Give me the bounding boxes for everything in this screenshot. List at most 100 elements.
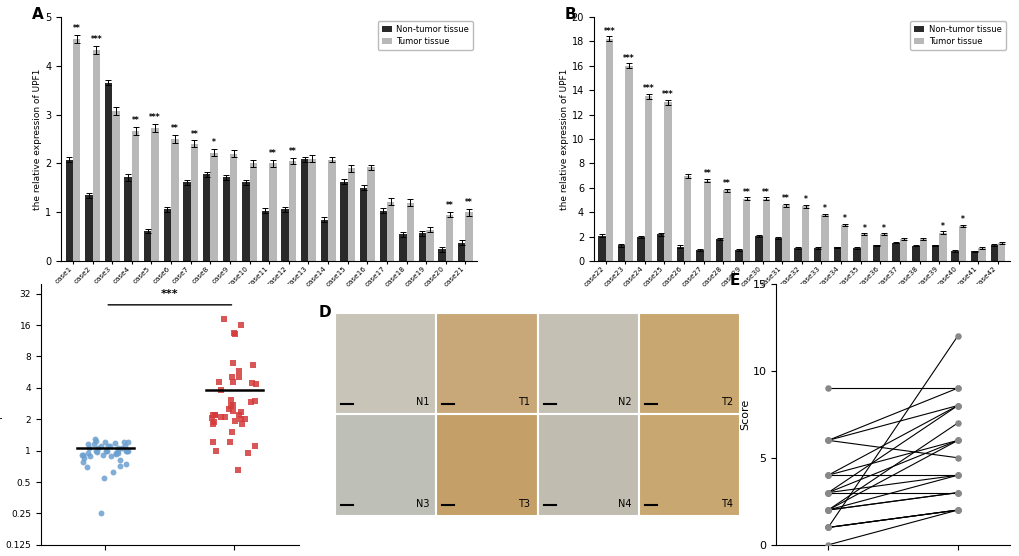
Point (232, 408, 249, 416)
Point (819, 523, 836, 532)
Point (227, 416, 244, 425)
Point (93, 441, 109, 450)
Point (105, 468, 121, 477)
Bar (250, 163, 257, 261)
Point (240, 449, 257, 458)
Bar (872, 245, 879, 261)
Text: *: * (960, 215, 964, 224)
Point (243, 398, 259, 407)
Point (819, 505, 836, 514)
Bar (852, 248, 860, 261)
Point (819, 471, 836, 480)
Text: ***: *** (149, 113, 161, 122)
Bar (262, 211, 269, 261)
Text: ***: *** (642, 85, 653, 93)
Point (247, 396, 263, 405)
Bar (328, 160, 335, 261)
Bar (742, 199, 750, 261)
Text: N3: N3 (415, 499, 429, 509)
Point (949, 471, 965, 480)
Point (95, 451, 111, 460)
Point (222, 437, 238, 446)
Point (819, 436, 836, 445)
Text: T1: T1 (518, 397, 530, 407)
Bar (334, 313, 436, 414)
Bar (334, 414, 436, 515)
Point (112, 461, 128, 470)
Point (949, 488, 965, 497)
Point (204, 420, 220, 429)
Bar (438, 249, 445, 261)
Bar (386, 202, 394, 261)
Bar (735, 250, 742, 261)
Point (949, 471, 965, 480)
Point (949, 488, 965, 497)
Point (819, 436, 836, 445)
Bar (820, 215, 828, 261)
Bar (715, 239, 722, 261)
Bar (144, 231, 152, 261)
Point (99, 446, 115, 455)
Point (949, 453, 965, 462)
Point (74, 451, 91, 460)
Text: ***: *** (161, 289, 178, 299)
Bar (703, 181, 710, 261)
Point (248, 380, 264, 389)
Bar (656, 235, 663, 261)
Bar (183, 182, 191, 261)
Bar (379, 211, 386, 261)
Bar (85, 195, 93, 261)
Point (220, 405, 236, 414)
Point (949, 505, 965, 514)
Point (819, 523, 836, 532)
Text: **: ** (288, 147, 297, 156)
Bar (618, 245, 625, 261)
Bar (930, 245, 938, 261)
Bar (203, 174, 210, 261)
Bar (597, 236, 605, 261)
Text: **: ** (131, 116, 140, 125)
Bar (899, 239, 907, 261)
Point (208, 446, 224, 455)
Point (109, 445, 125, 454)
Point (89, 436, 105, 445)
Point (103, 452, 119, 461)
Point (819, 505, 836, 514)
Point (224, 358, 240, 367)
Y-axis label: Score: Score (739, 399, 749, 430)
Bar (605, 39, 612, 261)
Bar (722, 190, 730, 261)
Bar (222, 177, 229, 261)
Bar (997, 243, 1005, 261)
Bar (152, 128, 159, 261)
Bar (911, 246, 918, 261)
Bar (801, 206, 808, 261)
Text: **: ** (445, 201, 453, 210)
Point (206, 417, 222, 426)
Point (819, 505, 836, 514)
Bar (93, 50, 100, 261)
Point (89, 448, 105, 456)
Point (98, 446, 114, 455)
Bar (340, 182, 347, 261)
Point (226, 330, 243, 339)
Point (108, 449, 124, 458)
Bar (754, 236, 762, 261)
Point (223, 428, 239, 437)
Point (224, 401, 240, 410)
Point (82, 444, 98, 453)
Point (81, 449, 97, 458)
Bar (308, 158, 316, 261)
Bar (696, 250, 703, 261)
Text: *: * (803, 195, 807, 204)
Text: B: B (565, 7, 576, 22)
Bar (436, 414, 537, 515)
Text: N1: N1 (415, 397, 429, 407)
Point (120, 446, 137, 455)
Point (116, 438, 132, 447)
Text: D: D (318, 305, 331, 320)
Bar (163, 210, 171, 261)
Point (949, 505, 965, 514)
Bar (288, 161, 296, 261)
Point (230, 373, 247, 381)
